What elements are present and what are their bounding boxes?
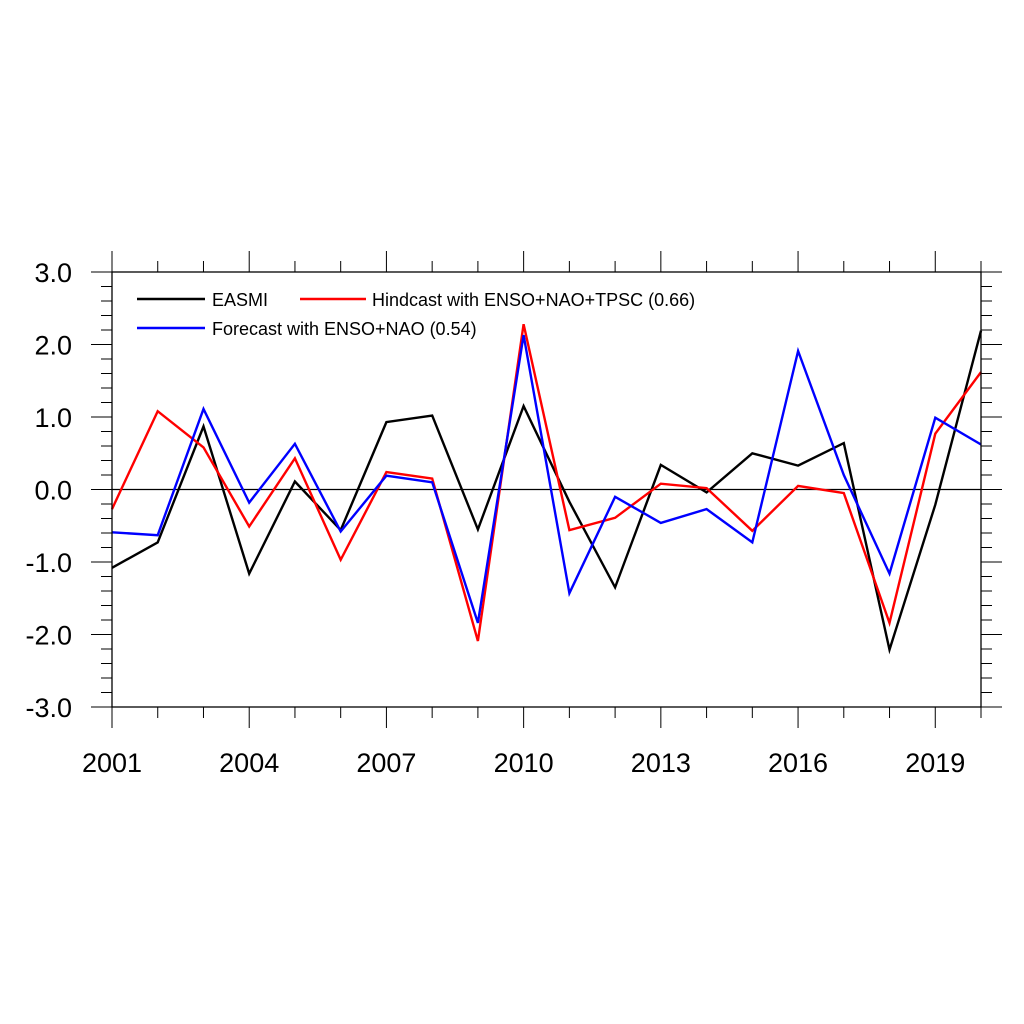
x-tick-label: 2016 (768, 748, 828, 778)
x-tick-label: 2007 (356, 748, 416, 778)
major-ticks (91, 251, 1002, 728)
legend-label: Forecast with ENSO+NAO (0.54) (212, 319, 477, 339)
x-tick-label: 2013 (631, 748, 691, 778)
forecast-line (111, 334, 982, 624)
minor-ticks (101, 261, 992, 718)
legend-label: EASMI (212, 290, 268, 310)
plot-frame (111, 271, 982, 708)
y-tick-label: -1.0 (25, 548, 72, 578)
y-tick-label: -2.0 (25, 621, 72, 651)
y-tick-label: -3.0 (25, 693, 72, 723)
x-tick-label: 2004 (219, 748, 279, 778)
x-tick-label: 2019 (905, 748, 965, 778)
y-tick-label: 1.0 (34, 403, 72, 433)
legend: EASMI Hindcast with ENSO+NAO+TPSC (0.66) F… (137, 290, 695, 339)
tick-labels: 2001 2004 2007 2010 2013 2016 2019 -3.0 -2.0 -1.0… (25, 258, 965, 778)
easmi-line (111, 330, 983, 655)
y-tick-label: 0.0 (34, 476, 72, 506)
legend-label: Hindcast with ENSO+NAO+TPSC (0.66) (372, 290, 695, 310)
y-tick-label: 3.0 (34, 258, 72, 288)
series-lines (110, 323, 983, 655)
y-tick-label: 2.0 (34, 331, 72, 361)
hindcast-line (110, 323, 982, 642)
x-tick-label: 2010 (494, 748, 554, 778)
x-tick-label: 2001 (82, 748, 142, 778)
